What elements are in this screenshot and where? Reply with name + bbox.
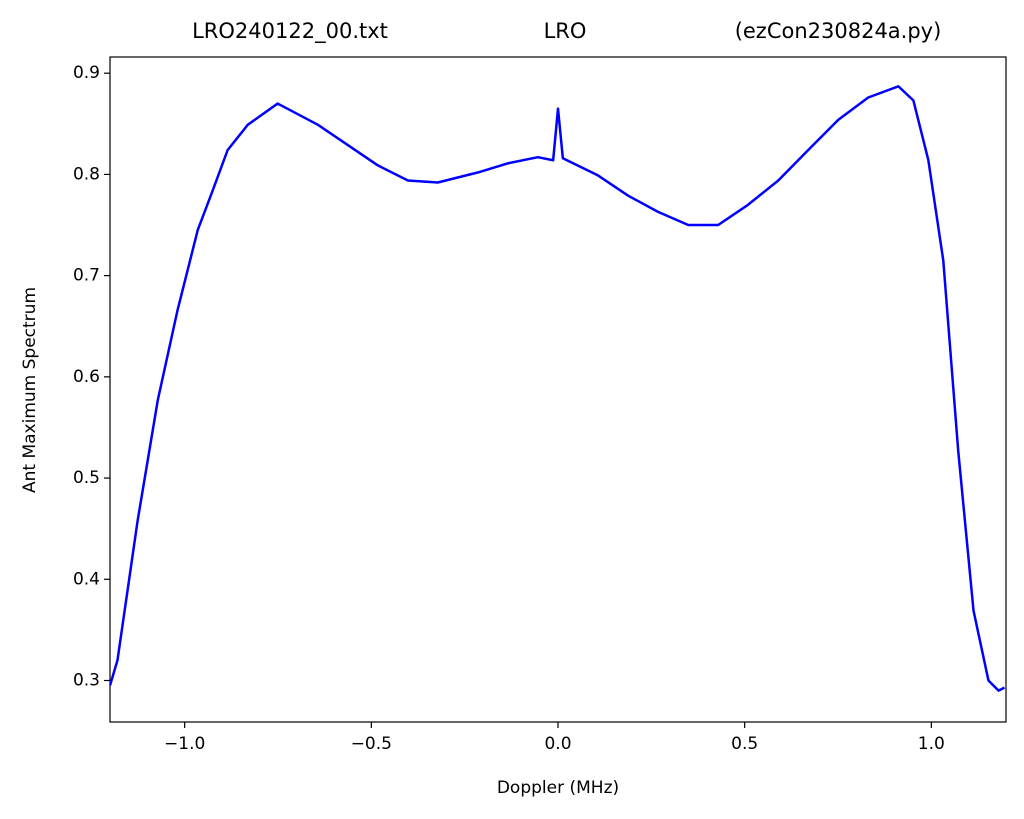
chart-title: (ezCon230824a.py)	[735, 19, 942, 43]
y-tick-label: 0.3	[73, 671, 100, 691]
plot-frame	[109, 56, 1007, 723]
y-tick-label: 0.7	[73, 266, 100, 286]
x-tick-label: 0.5	[731, 734, 758, 754]
data-line	[110, 85, 1006, 692]
y-tick-label: 0.9	[73, 63, 100, 83]
chart-title: LRO	[544, 19, 587, 43]
y-tick-label: 0.4	[73, 569, 100, 589]
x-axis-label: Doppler (MHz)	[497, 778, 619, 798]
x-tick-label: 0.0	[544, 734, 571, 754]
y-axis-label: Ant Maximum Spectrum	[20, 287, 40, 493]
y-tick-label: 0.6	[73, 367, 100, 387]
x-tick-label: 1.0	[918, 734, 945, 754]
x-tick-label: −1.0	[164, 734, 205, 754]
x-tick-label: −0.5	[351, 734, 392, 754]
chart-title: LRO240122_00.txt	[192, 19, 388, 44]
y-tick-label: 0.5	[73, 468, 100, 488]
y-tick-label: 0.8	[73, 164, 100, 184]
